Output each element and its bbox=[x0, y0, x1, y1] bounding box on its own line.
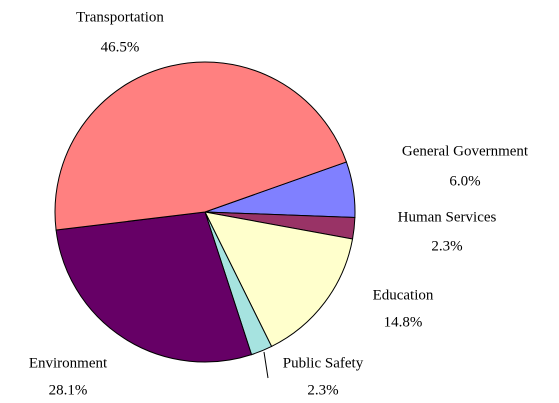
slice-value-label: 6.0% bbox=[449, 173, 480, 189]
slice-value-label: 14.8% bbox=[384, 314, 423, 330]
pie-slice bbox=[55, 211, 253, 363]
slice-label: Environment bbox=[29, 355, 108, 371]
slice-value-label: 2.3% bbox=[307, 382, 338, 398]
slice-label: General Government bbox=[402, 143, 529, 159]
slice-value-label: 28.1% bbox=[49, 382, 88, 398]
slice-value-label: 2.3% bbox=[431, 238, 462, 254]
slice-label: Public Safety bbox=[283, 355, 364, 371]
slice-label: Education bbox=[373, 287, 434, 303]
slice-value-label: 46.5% bbox=[101, 39, 140, 55]
slice-label: Human Services bbox=[398, 209, 497, 225]
slice-label: Transportation bbox=[76, 9, 164, 25]
pie-slice bbox=[54, 61, 348, 231]
pie-slice bbox=[204, 211, 354, 348]
leader-line bbox=[263, 351, 269, 379]
